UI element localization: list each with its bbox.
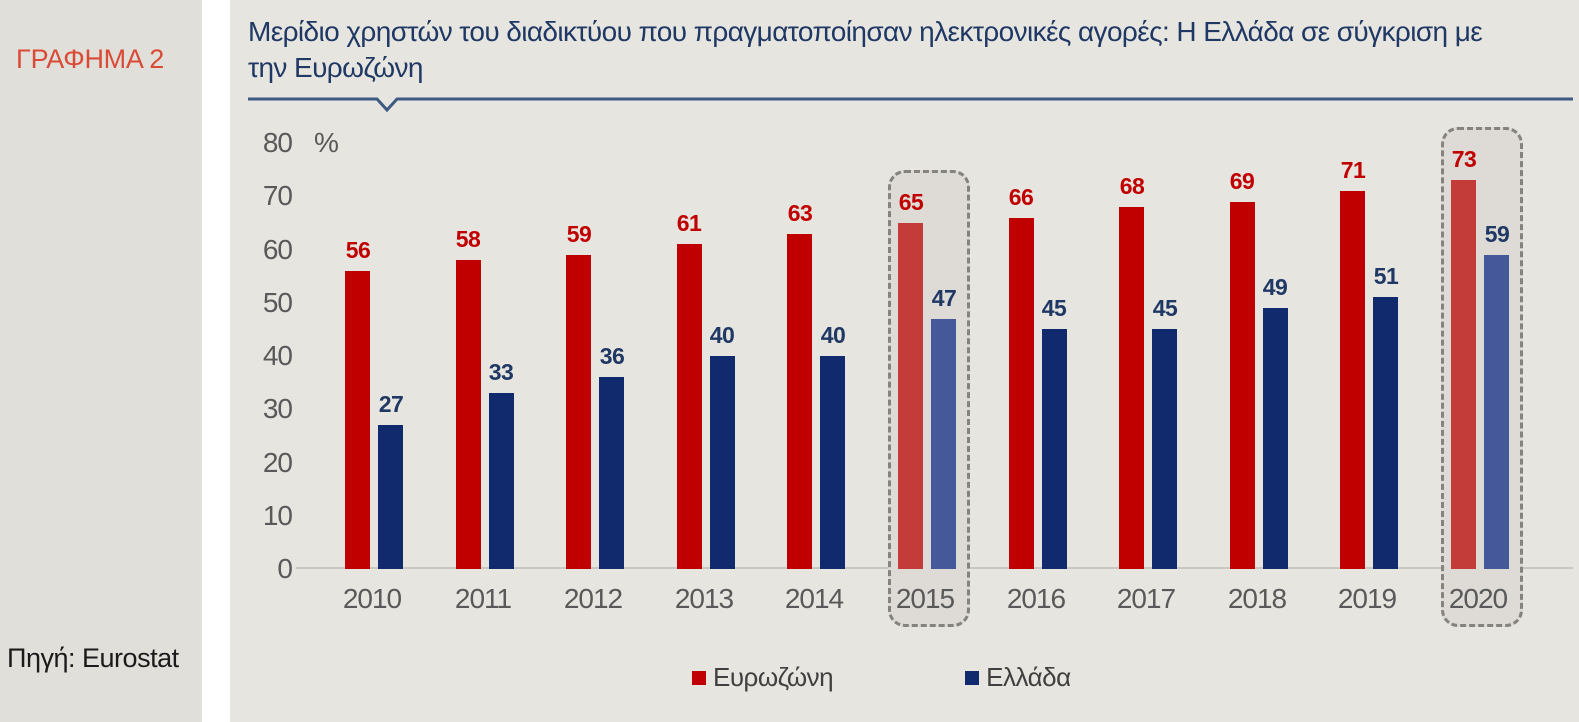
bar-value-label: 59	[1484, 221, 1510, 247]
y-tick-label: 0	[277, 553, 293, 584]
bar-eurozone-2010	[345, 271, 370, 569]
y-tick-label: 10	[262, 500, 293, 531]
x-tick-label-2020: 2020	[1448, 583, 1508, 614]
y-tick-label: 40	[262, 340, 293, 371]
bar-value-label: 45	[1152, 295, 1178, 321]
bar-value-label: 68	[1119, 173, 1145, 199]
legend-label-greece: Ελλάδα	[986, 662, 1071, 692]
bar-value-label: 56	[345, 237, 371, 263]
x-tick-label-2013: 2013	[674, 583, 734, 614]
bar-value-label: 40	[709, 322, 735, 348]
bar-value-label: 33	[488, 359, 514, 385]
chart-legend: Ευρωζώνη Ελλάδα	[692, 662, 1071, 693]
bar-greece-2011	[489, 393, 514, 569]
bar-value-label: 49	[1262, 274, 1288, 300]
bar-value-label: 65	[898, 189, 924, 215]
x-tick-label-2016: 2016	[1006, 583, 1066, 614]
sidebar-panel: ΓΡΑΦΗΜΑ 2 Πηγή: Eurostat	[0, 0, 202, 722]
legend-label-eurozone: Ευρωζώνη	[713, 662, 834, 692]
chart-number-label: ΓΡΑΦΗΜΑ 2	[16, 44, 164, 74]
bar-greece-2013	[710, 356, 735, 569]
bar-eurozone-2020	[1451, 180, 1476, 569]
bar-eurozone-2015	[898, 223, 923, 569]
legend-marker-greece-icon	[965, 670, 980, 685]
plot-area: 0 10 20 30 40 50 60 70 80% 56 27 2010 58 33 2011 59 36 20…	[230, 0, 1579, 722]
bar-greece-2015	[931, 319, 956, 569]
title-underline-callout	[248, 97, 1573, 113]
x-tick-label-2017: 2017	[1116, 583, 1176, 614]
bar-eurozone-2013	[677, 244, 702, 569]
legend-item-greece: Ελλάδα	[965, 662, 1071, 693]
bar-value-label: 40	[820, 322, 846, 348]
x-tick-label-2019: 2019	[1337, 583, 1397, 614]
bar-value-label: 63	[787, 200, 813, 226]
y-tick-label: 50	[262, 287, 293, 318]
bar-value-label: 36	[599, 343, 625, 369]
x-tick-label-2010: 2010	[342, 583, 402, 614]
bar-eurozone-2018	[1230, 202, 1255, 569]
bar-eurozone-2019	[1340, 191, 1365, 569]
y-tick-label: 70	[262, 180, 293, 211]
chart-title-line-2: την Ευρωζώνη	[248, 52, 424, 83]
y-tick-label: 30	[262, 393, 293, 424]
bar-value-label: 66	[1008, 184, 1034, 210]
bar-value-label: 27	[378, 391, 404, 417]
bar-greece-2016	[1042, 329, 1067, 569]
bar-greece-2010	[378, 425, 403, 569]
bar-value-label: 51	[1373, 263, 1399, 289]
bar-greece-2014	[820, 356, 845, 569]
x-tick-label-2012: 2012	[563, 583, 623, 614]
legend-marker-eurozone-icon	[692, 670, 706, 685]
x-tick-label-2015: 2015	[895, 583, 955, 614]
bar-greece-2012	[599, 377, 624, 569]
bar-value-label: 58	[455, 226, 481, 252]
bar-value-label: 69	[1229, 168, 1255, 194]
bar-eurozone-2017	[1119, 207, 1144, 569]
chart-panel: Μερίδιο χρηστών του διαδικτύου που πραγμ…	[230, 0, 1579, 722]
bar-eurozone-2012	[566, 255, 591, 569]
legend-item-eurozone: Ευρωζώνη	[692, 662, 834, 693]
bar-value-label: 71	[1340, 157, 1366, 183]
bar-eurozone-2016	[1009, 218, 1034, 569]
bar-value-label: 73	[1451, 146, 1477, 172]
x-tick-label-2014: 2014	[784, 583, 844, 614]
bar-greece-2018	[1263, 308, 1288, 569]
bar-value-label: 61	[676, 210, 702, 236]
bar-value-label: 47	[931, 285, 957, 311]
x-tick-label-2011: 2011	[454, 583, 512, 614]
chart-title-line-1: Μερίδιο χρηστών του διαδικτύου που πραγμ…	[248, 16, 1483, 47]
bar-value-label: 59	[566, 221, 592, 247]
bar-greece-2020	[1484, 255, 1509, 569]
bar-greece-2017	[1152, 329, 1177, 569]
y-tick-label: 20	[262, 447, 293, 478]
y-tick-label: 80	[262, 127, 293, 158]
y-tick-label: 60	[262, 234, 293, 265]
source-label: Πηγή: Eurostat	[7, 643, 179, 673]
bar-greece-2019	[1373, 297, 1398, 569]
x-tick-label-2018: 2018	[1227, 583, 1287, 614]
bar-value-label: 45	[1041, 295, 1067, 321]
y-axis-unit-label: %	[314, 127, 339, 158]
bar-eurozone-2011	[456, 260, 481, 569]
bar-eurozone-2014	[787, 234, 812, 569]
